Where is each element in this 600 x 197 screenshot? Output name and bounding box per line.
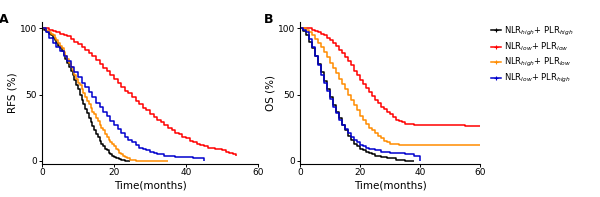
Legend: NLR$_{high}$+ PLR$_{high}$, NLR$_{low}$+ PLR$_{low}$, NLR$_{high}$+ PLR$_{low}$,: NLR$_{high}$+ PLR$_{high}$, NLR$_{low}$+… bbox=[491, 24, 574, 85]
Text: B: B bbox=[264, 13, 274, 26]
X-axis label: Time(months): Time(months) bbox=[113, 180, 187, 190]
X-axis label: Time(months): Time(months) bbox=[353, 180, 427, 190]
Text: A: A bbox=[0, 13, 8, 26]
Y-axis label: RFS (%): RFS (%) bbox=[7, 72, 17, 113]
Y-axis label: OS (%): OS (%) bbox=[265, 75, 275, 111]
